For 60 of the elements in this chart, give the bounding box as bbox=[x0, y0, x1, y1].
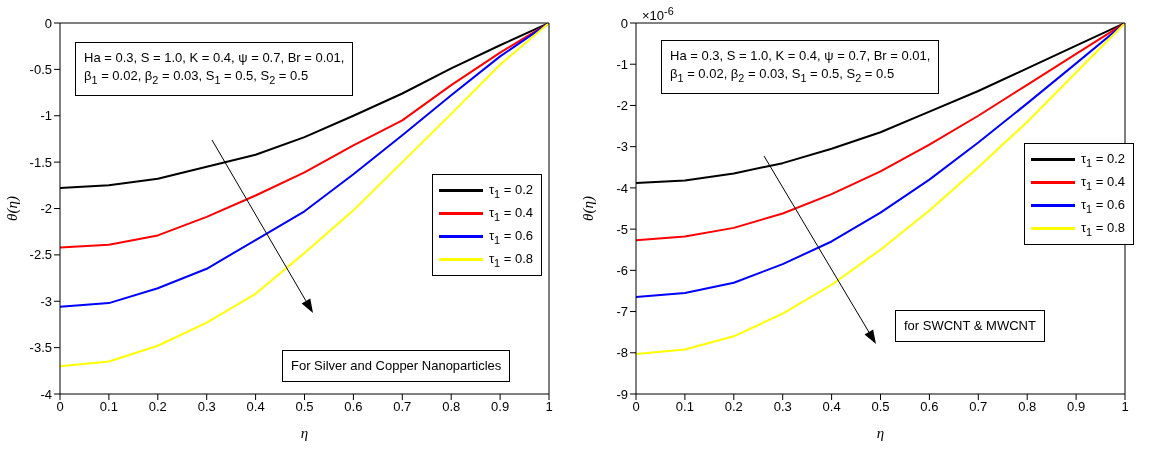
annotation: for SWCNT & MWCNT bbox=[904, 317, 1036, 335]
x-tick-label: 0.3 bbox=[773, 399, 792, 415]
y-tick-label: -1 bbox=[616, 56, 628, 72]
legend-label: τ$_{1}$ = 0.2 bbox=[488, 181, 533, 200]
x-tick-label: 0.9 bbox=[491, 399, 510, 415]
x-tick-label: 0.5 bbox=[871, 399, 890, 415]
legend-label: τ$_{1}$ = 0.8 bbox=[1080, 219, 1125, 238]
y-tick-label: -4 bbox=[616, 180, 628, 196]
annotation: For Silver and Copper Nanoparticles bbox=[291, 357, 502, 375]
y-tick-label: -7 bbox=[616, 304, 628, 320]
y-tick-label: -5 bbox=[616, 221, 628, 237]
y-tick-label: -3.5 bbox=[29, 340, 52, 356]
y-tick-label: -4 bbox=[40, 386, 52, 402]
y-tick-label: -3 bbox=[40, 293, 52, 309]
y-tick-label: -1.5 bbox=[29, 154, 52, 170]
y-axis-title: θ(η) bbox=[4, 196, 22, 221]
x-tick-label: 0.9 bbox=[1067, 399, 1086, 415]
y-tick-label: -2.5 bbox=[29, 247, 52, 263]
x-tick-label: 0 bbox=[632, 399, 640, 415]
y-tick-label: -3 bbox=[616, 139, 628, 155]
y-tick-label: -1 bbox=[40, 108, 52, 124]
x-tick-label: 0.6 bbox=[344, 399, 363, 415]
annotation: Ha = 0.3, S = 1.0, K = 0.4, ψ = 0.7, Br = 0.01, bbox=[84, 49, 345, 67]
y-tick-label: -8 bbox=[616, 345, 628, 361]
x-tick-label: 0.1 bbox=[99, 399, 118, 415]
y-tick-label: 0 bbox=[620, 15, 628, 31]
y-axis-title: θ(η) bbox=[580, 196, 598, 221]
x-tick-label: 0.2 bbox=[148, 399, 167, 415]
legend-label: τ$_{1}$ = 0.2 bbox=[1080, 150, 1125, 169]
legend-label: τ$_{1}$ = 0.8 bbox=[488, 250, 533, 269]
x-tick-label: 0.4 bbox=[822, 399, 841, 415]
x-tick-label: 0.3 bbox=[197, 399, 216, 415]
x-tick-label: 0 bbox=[56, 399, 64, 415]
x-tick-label: 1 bbox=[545, 399, 553, 415]
text: β$_{1}$ = 0.02, β$_{2}$ = 0.03, S$_{1}$ = 0.5, S$_{2}$ = 0.5 bbox=[670, 66, 895, 84]
legend-label: τ$_{1}$ = 0.4 bbox=[1080, 173, 1125, 192]
annotation: ×10$^{-6}$ bbox=[642, 4, 674, 26]
legend-label: τ$_{1}$ = 0.4 bbox=[488, 204, 533, 223]
x-axis-title: η bbox=[300, 425, 309, 441]
x-tick-label: 0.7 bbox=[969, 399, 988, 415]
x-tick-label: 0.2 bbox=[724, 399, 743, 415]
y-tick-label: -2 bbox=[40, 201, 52, 217]
y-tick-label: -9 bbox=[616, 386, 628, 402]
x-tick-label: 0.5 bbox=[295, 399, 314, 415]
x-tick-label: 1 bbox=[1121, 399, 1129, 415]
text: β$_{1}$ = 0.02, β$_{2}$ = 0.03, S$_{1}$ = 0.5, S$_{2}$ = 0.5 bbox=[84, 68, 309, 86]
y-tick-label: -6 bbox=[616, 262, 628, 278]
x-tick-label: 0.6 bbox=[920, 399, 939, 415]
x-tick-label: 0.8 bbox=[442, 399, 461, 415]
x-tick-label: 0.1 bbox=[675, 399, 694, 415]
y-tick-label: -2 bbox=[616, 98, 628, 114]
x-tick-label: 0.8 bbox=[1018, 399, 1037, 415]
annotation: Ha = 0.3, S = 1.0, K = 0.4, ψ = 0.7, Br = 0.01, bbox=[670, 47, 931, 65]
x-axis-title: η bbox=[876, 425, 885, 441]
y-tick-label: -0.5 bbox=[29, 61, 52, 77]
legend-label: τ$_{1}$ = 0.6 bbox=[488, 227, 533, 246]
legend-label: τ$_{1}$ = 0.6 bbox=[1080, 196, 1125, 215]
y-tick-label: 0 bbox=[44, 15, 52, 31]
x-tick-label: 0.4 bbox=[246, 399, 265, 415]
x-tick-label: 0.7 bbox=[393, 399, 412, 415]
